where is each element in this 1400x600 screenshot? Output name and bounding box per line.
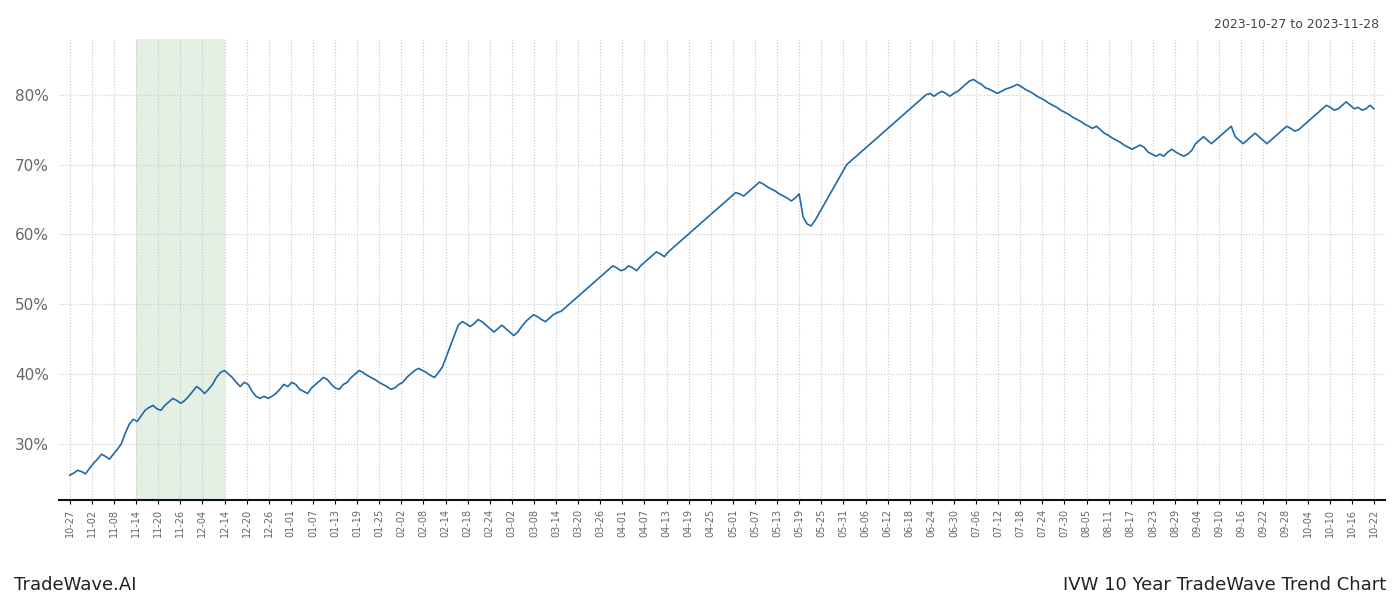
Text: IVW 10 Year TradeWave Trend Chart: IVW 10 Year TradeWave Trend Chart xyxy=(1063,576,1386,594)
Text: 2023-10-27 to 2023-11-28: 2023-10-27 to 2023-11-28 xyxy=(1214,18,1379,31)
Text: TradeWave.AI: TradeWave.AI xyxy=(14,576,137,594)
Bar xyxy=(136,39,224,500)
